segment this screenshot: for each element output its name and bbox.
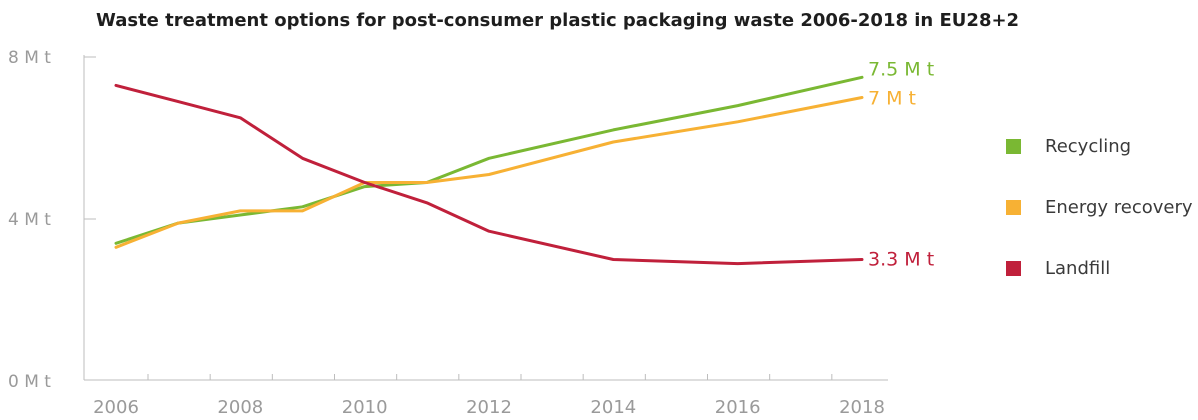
legend-label: Recycling bbox=[1045, 135, 1132, 157]
y-tick-label: 8 M t bbox=[8, 48, 51, 68]
legend-swatch bbox=[1006, 260, 1021, 276]
x-tick-label: 2010 bbox=[342, 397, 388, 418]
chart-axes bbox=[83, 55, 888, 381]
series-line-recycling bbox=[114, 75, 864, 245]
y-tick-label: 4 M t bbox=[8, 210, 51, 230]
x-tick-label: 2006 bbox=[93, 397, 139, 418]
legend-item: Landfill bbox=[1006, 256, 1193, 280]
x-tick-label: 2014 bbox=[590, 397, 636, 418]
end-label-landfill: 3.3 M t bbox=[868, 249, 934, 271]
end-label-recycling: 7.5 M t bbox=[868, 58, 934, 80]
x-axis-ticks: 2006 2008 2010 2012 2014 2016 2018 bbox=[93, 397, 885, 418]
x-tick-label: 2012 bbox=[466, 397, 512, 418]
legend-swatch bbox=[1006, 138, 1021, 154]
legend: Recycling Energy recovery Landfill bbox=[1006, 134, 1193, 317]
series-line-landfill bbox=[114, 83, 864, 266]
x-tick-label: 2008 bbox=[217, 397, 263, 418]
end-label-energy-recovery: 7 M t bbox=[868, 88, 916, 110]
y-tick-label: 0 M t bbox=[8, 372, 51, 392]
y-axis-ticks: 0 M t 4 M t 8 M t bbox=[8, 48, 51, 392]
legend-swatch bbox=[1006, 199, 1021, 215]
legend-item: Energy recovery bbox=[1006, 195, 1193, 219]
x-tick-label: 2018 bbox=[839, 397, 885, 418]
legend-label: Landfill bbox=[1045, 257, 1111, 279]
legend-item: Recycling bbox=[1006, 134, 1193, 158]
series-end-labels: 7.5 M t 7 M t 3.3 M t bbox=[868, 58, 934, 270]
x-tick-label: 2016 bbox=[715, 397, 761, 418]
series-line-energy-recovery bbox=[114, 96, 864, 249]
series-lines bbox=[114, 75, 864, 266]
chart-title: Waste treatment options for post-consume… bbox=[96, 10, 1020, 31]
legend-label: Energy recovery bbox=[1045, 196, 1193, 218]
